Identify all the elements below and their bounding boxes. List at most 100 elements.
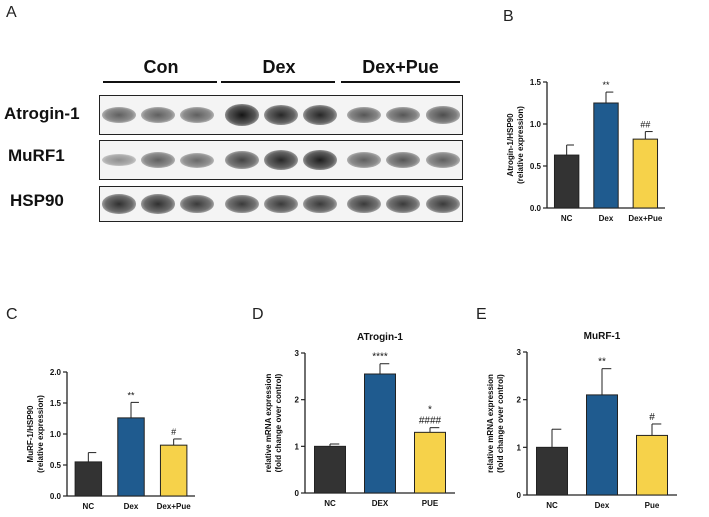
- blot-band: [426, 152, 460, 168]
- y-tick-label: 0: [517, 491, 522, 500]
- y-axis-label: MuRF-1/HSP90: [26, 405, 35, 462]
- blot-band: [426, 106, 460, 124]
- blot-band: [180, 107, 214, 123]
- bar-nc: [553, 154, 580, 209]
- blot-band: [102, 194, 136, 214]
- y-axis-label: (fold change over control): [496, 374, 505, 473]
- y-axis-label: (relative expression): [36, 395, 45, 473]
- blot-strip-murf1: [99, 140, 463, 180]
- bar-pue: [636, 434, 668, 496]
- significance-label: #: [649, 412, 655, 423]
- blot-band: [225, 194, 259, 214]
- bar-dex: [364, 373, 396, 494]
- blot-band: [102, 153, 136, 167]
- y-tick-label: 0.0: [50, 492, 62, 501]
- blot-band: [303, 149, 337, 171]
- blot-strip-atrogin: [99, 95, 463, 135]
- y-axis-label: (fold change over control): [274, 373, 283, 472]
- blot-group-label-dex: Dex: [262, 57, 296, 77]
- bar-dexpue: [159, 444, 188, 497]
- blot-band: [347, 106, 381, 124]
- blot-row-label-atrogin: Atrogin-1: [4, 104, 80, 123]
- bar-nc: [314, 445, 346, 494]
- panel-label-b: B: [503, 8, 514, 25]
- blot-band: [303, 105, 337, 125]
- y-tick-label: 3: [517, 348, 522, 357]
- blot-band: [264, 150, 298, 170]
- x-tick-label: NC: [546, 501, 558, 510]
- significance-label: **: [602, 80, 610, 90]
- blot-band: [386, 106, 420, 124]
- significance-label: ****: [372, 352, 388, 363]
- bar-nc: [536, 446, 568, 496]
- blot-band: [225, 104, 259, 126]
- y-axis-label: relative mRNA expression: [486, 374, 495, 473]
- significance-label: **: [598, 357, 606, 368]
- y-tick-label: 3: [295, 349, 300, 358]
- panel-label-a: A: [6, 4, 17, 21]
- blot-band: [264, 105, 298, 125]
- blot-band: [102, 107, 136, 123]
- blot-band: [141, 107, 175, 123]
- chart-title: ATrogin-1: [357, 332, 403, 343]
- significance-label: ####: [419, 416, 442, 427]
- y-tick-label: 2: [517, 396, 522, 405]
- blot-group-label-con: Con: [143, 57, 179, 77]
- blot-band: [180, 194, 214, 214]
- x-tick-label: Dex+Pue: [628, 214, 663, 223]
- blot-band: [303, 194, 337, 214]
- panel-label-d: D: [252, 306, 264, 323]
- blot-band: [141, 194, 175, 214]
- x-tick-label: Dex: [124, 502, 139, 511]
- blot-group-line-dex: [221, 81, 335, 83]
- bar-dex: [593, 102, 619, 209]
- blot-group-line-dexpue: [341, 81, 460, 83]
- y-axis-label: Atrogin-1/HSP90: [506, 113, 515, 177]
- bar-dex: [117, 417, 145, 497]
- x-tick-label: Dex+Pue: [157, 502, 192, 511]
- blot-row-label-hsp90: HSP90: [10, 191, 64, 210]
- y-tick-label: 1.0: [530, 120, 542, 129]
- blot-row-label-murf1: MuRF1: [8, 146, 65, 165]
- blot-strip-hsp90: [99, 186, 463, 222]
- y-tick-label: 0.5: [530, 162, 542, 171]
- chart-c-murf-protein: 0.0 0.5 1.0 1.5 2.0 MuRF-1/HSP90 (relative exp…: [26, 368, 195, 511]
- y-tick-label: 1: [517, 443, 522, 452]
- x-tick-label: NC: [561, 214, 573, 223]
- panel-label-e: E: [476, 306, 487, 323]
- x-tick-label: Dex: [599, 214, 614, 223]
- x-tick-label: DEX: [372, 499, 389, 508]
- y-tick-label: 1.5: [50, 399, 62, 408]
- y-tick-label: 0.5: [50, 461, 62, 470]
- bar-pue: [414, 431, 446, 494]
- y-axis-label: (relative expression): [516, 106, 525, 184]
- blot-band: [141, 152, 175, 168]
- bar-dex: [586, 394, 618, 496]
- blot-band: [180, 152, 214, 168]
- significance-label: #: [171, 427, 176, 437]
- chart-e-murf-mrna: 0 1 2 3 relative mRNA expression (fold change…: [486, 331, 677, 510]
- bar-dexpue: [632, 138, 659, 209]
- blot-band: [386, 151, 420, 169]
- blot-group-label-dexpue: Dex+Pue: [362, 57, 439, 77]
- x-tick-label: NC: [83, 502, 95, 511]
- blot-band: [347, 152, 381, 168]
- x-tick-label: Dex: [595, 501, 610, 510]
- chart-b-atrogin-protein: 0.0 0.5 1.0 1.5 Atrogin-1/HSP90 (relative exp…: [506, 78, 665, 223]
- x-tick-label: NC: [324, 499, 336, 508]
- significance-label: *: [428, 405, 432, 416]
- chart-d-atrogin-mrna: 0 1 2 3 relative mRNA expression (fold change…: [264, 332, 455, 508]
- significance-label: **: [127, 390, 135, 400]
- blot-band: [386, 194, 420, 214]
- y-tick-label: 1.5: [530, 78, 542, 87]
- y-tick-label: 0: [295, 489, 300, 498]
- x-tick-label: PUE: [422, 499, 439, 508]
- y-tick-label: 2.0: [50, 368, 62, 377]
- y-tick-label: 1.0: [50, 430, 62, 439]
- y-tick-label: 0.0: [530, 204, 542, 213]
- y-axis-label: relative mRNA expression: [264, 373, 273, 472]
- x-tick-label: Pue: [645, 501, 660, 510]
- bar-nc: [74, 461, 103, 497]
- blot-band: [426, 194, 460, 214]
- y-tick-label: 2: [295, 396, 300, 405]
